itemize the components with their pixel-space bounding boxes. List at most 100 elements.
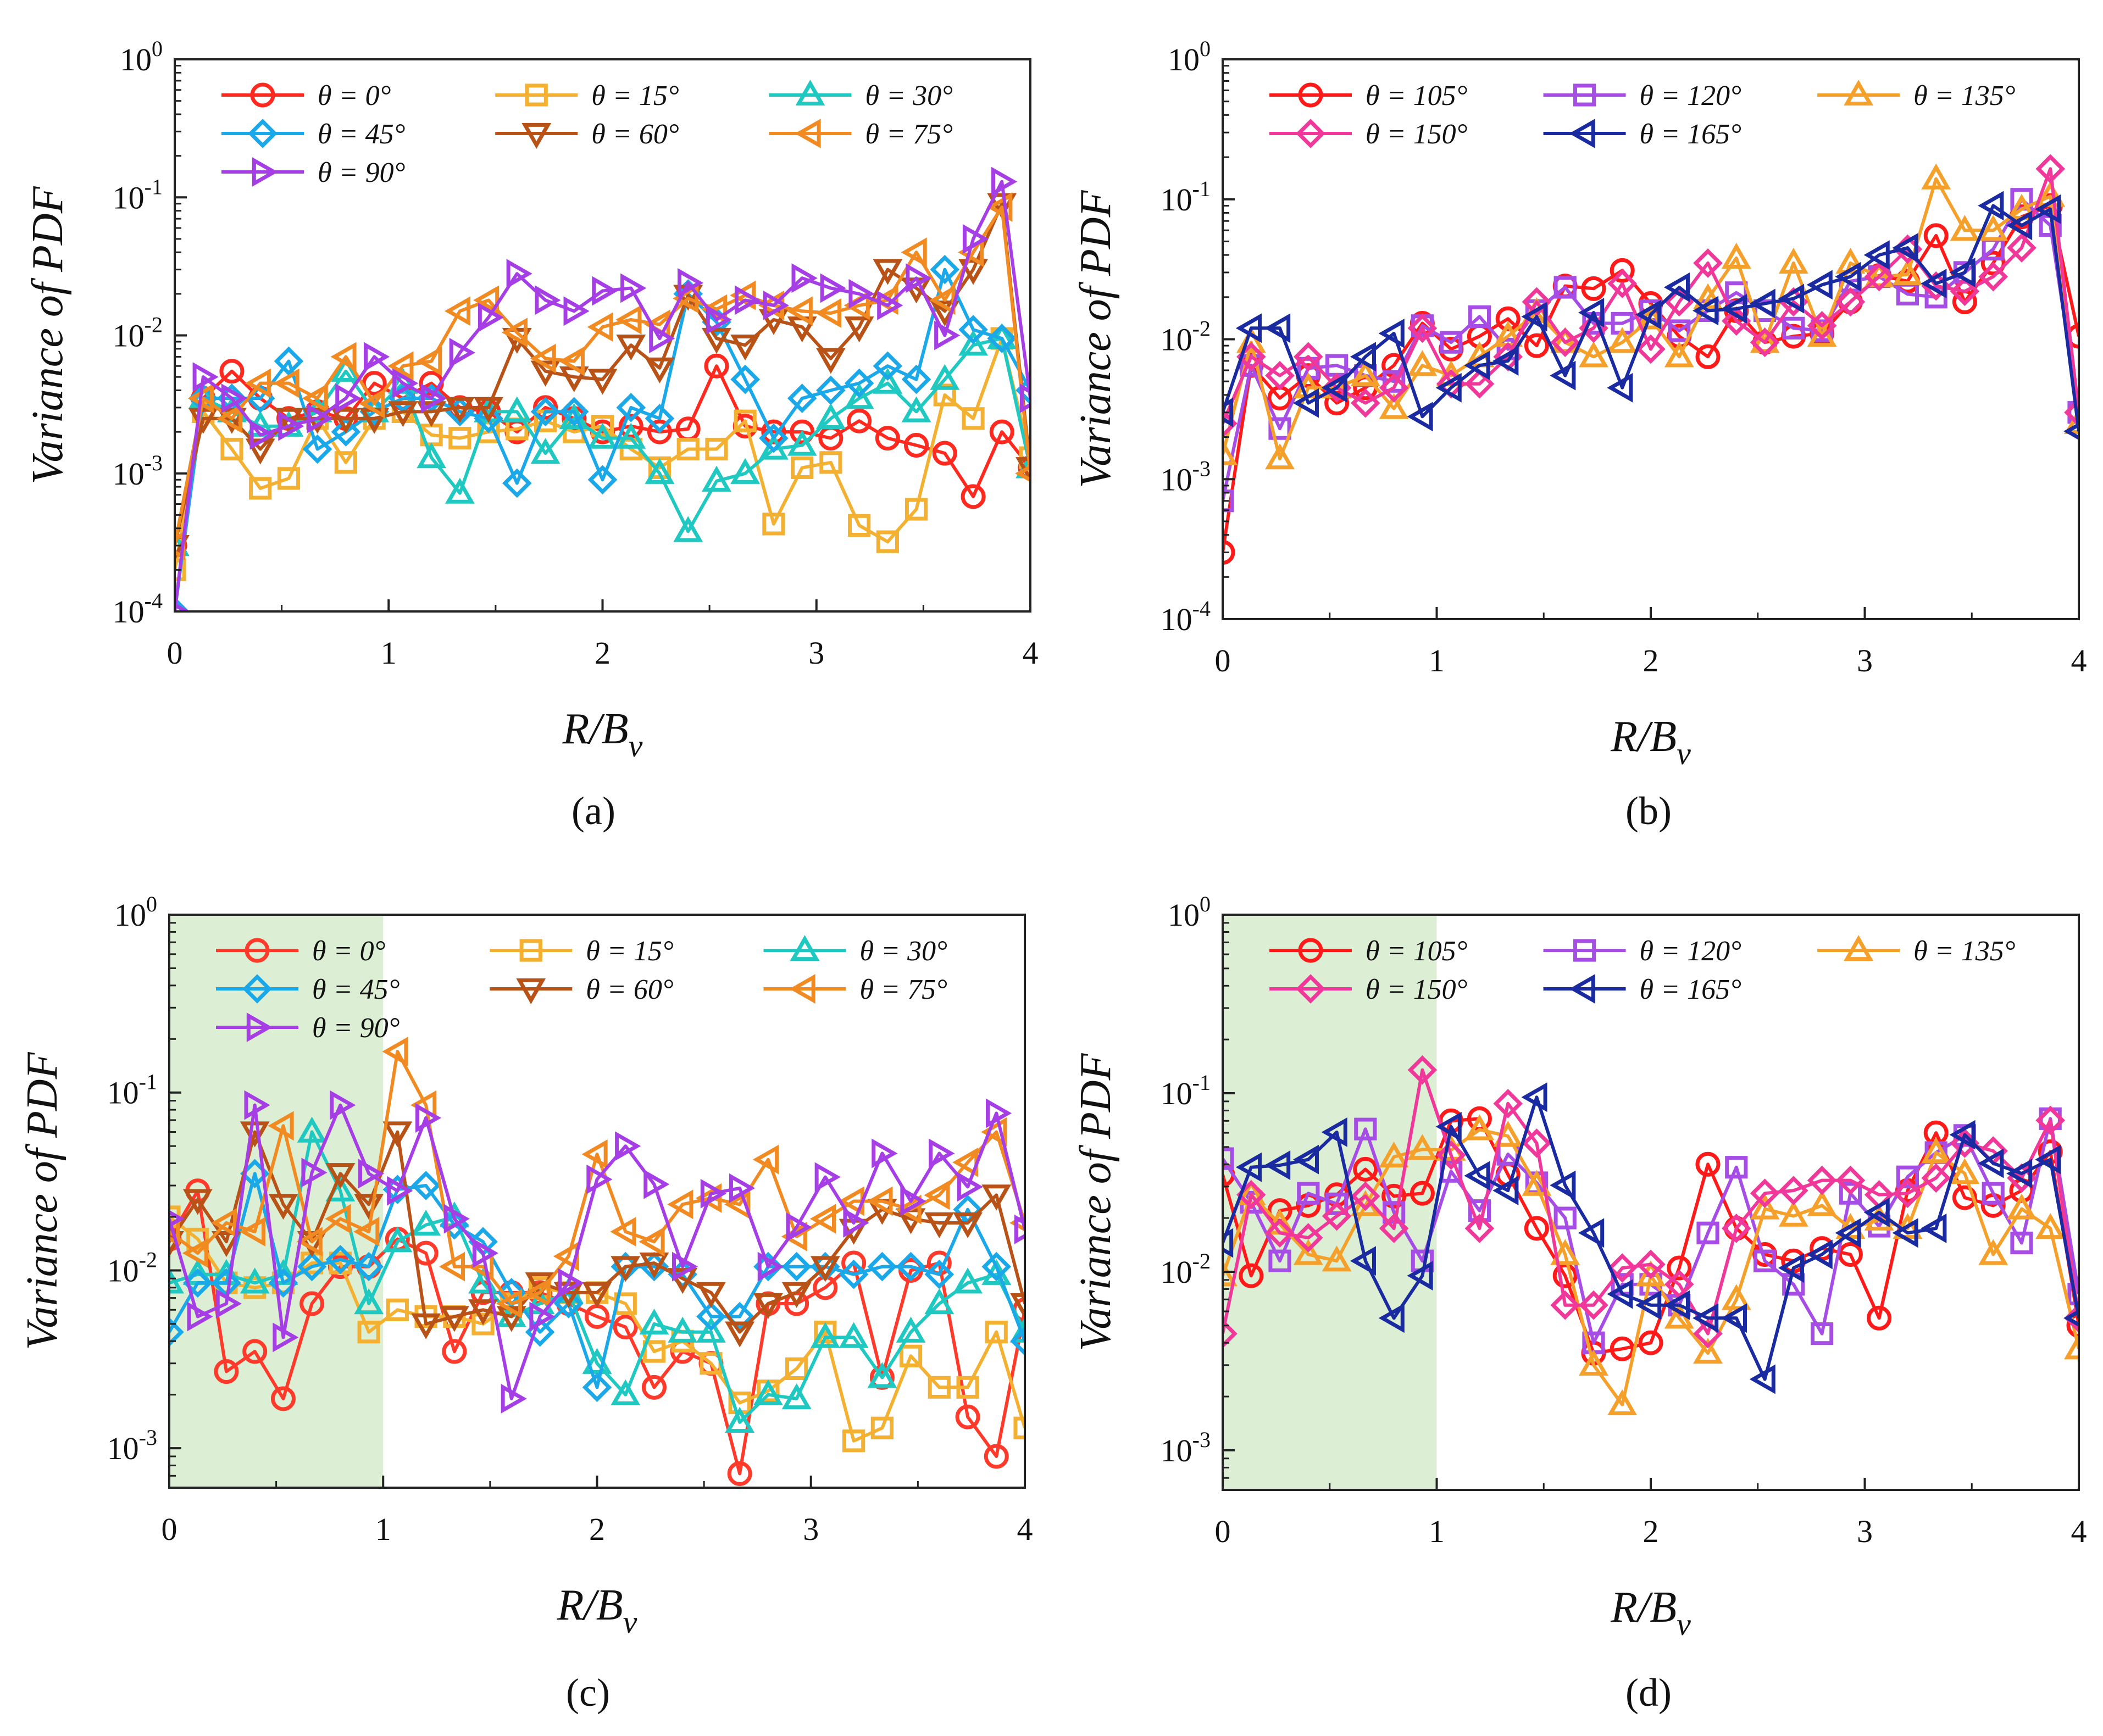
y-tick-label: 100 [114,892,157,933]
x-tick-label: 3 [808,635,824,671]
legend: θ = 0° θ = 15° θ = 30° θ = 45° θ = 60° θ = 75… [221,80,953,188]
series-135-deg-point [1236,1179,1266,1205]
series-60-deg-point [439,1306,469,1332]
legend-marker [790,935,820,961]
y-axis-title: Variance of PDF [18,1051,66,1350]
series-105-deg-point [1867,1305,1892,1331]
series-45-deg-point [896,1251,926,1282]
series-135-deg-point [1721,242,1751,269]
series-0-deg-point [904,432,929,458]
legend-item: θ = 165° [1543,974,1741,1005]
series-75-deg-point [815,298,842,328]
legend-item: θ = 90° [221,157,405,188]
series-120-deg-point [1468,1199,1491,1222]
series-15-deg-point [876,530,899,553]
series-30-deg-point [696,1316,726,1343]
series-15-deg-point [962,407,985,430]
series-30-deg-point [958,330,989,356]
series-90-deg-line [175,180,1030,611]
series-90-deg-point [729,1173,756,1203]
series-30-deg-point [815,403,846,429]
series-105-deg-point [1838,1242,1863,1267]
series-30-deg-point [753,1379,783,1405]
series-165-deg-point [1693,1303,1719,1333]
x-tick-label: 1 [381,635,397,671]
series-60-deg-point [175,535,190,561]
series-0-deg-point [761,419,786,444]
series-15-deg-point [762,513,785,536]
series-60-deg-point [182,1189,213,1215]
panel-label: (d) [1625,1671,1672,1715]
series-30-deg-point [445,477,475,504]
series-150-deg-point [1807,311,1837,341]
series-165-deg-point [1663,272,1690,302]
series-0-deg-point [641,1375,667,1400]
series-60-deg-point [815,348,846,374]
series-135-deg-point [1750,1193,1780,1220]
series-135-deg-point [2007,1193,2037,1220]
series-135-deg-point [1921,1137,1951,1164]
series-60-deg-point [388,401,418,427]
series-150-deg-point [1750,327,1780,357]
legend-item: θ = 30° [763,935,947,967]
x-tick-label: 4 [2071,643,2087,678]
series-90-deg-point [478,302,504,332]
series-90-deg-point [387,1176,413,1206]
series-15-deg-point [819,451,842,474]
series-90-deg-point [900,1186,926,1216]
series-30-deg-point [781,1383,812,1410]
legend-label: θ = 150° [1366,119,1467,150]
series-165-deg-point [1435,1111,1462,1142]
series-15-deg-point [734,409,757,432]
series-75-deg-point [639,1227,665,1257]
series-15-deg-point [357,1321,380,1344]
series-90-deg-point [420,383,447,413]
legend-item: θ = 105° [1269,936,1467,967]
series-165-deg-point [1607,372,1633,403]
series-165-deg-point [1550,360,1576,391]
series-135-deg-point [1807,1190,1837,1216]
series-0-deg-point [299,1291,325,1316]
series-45-deg-point [730,364,760,394]
y-axis-title: Variance of PDF [24,186,72,484]
series-30-deg-point [417,442,447,469]
series-group [169,1037,1025,1486]
series-90-deg-point [929,1138,955,1169]
series-30-deg-point [930,364,960,390]
legend-item: θ = 120° [1543,80,1741,112]
series-150-deg-point [1607,1253,1637,1283]
series-105-deg-point [1524,1216,1549,1241]
series-75-deg-point [444,296,471,326]
series-150-deg-point [1464,1214,1495,1243]
legend-marker [248,119,278,148]
series-45-deg-point [725,1301,754,1332]
series-150-deg-point [1921,1163,1951,1193]
series-75-deg-point [724,1189,751,1220]
chart-panel-1: 0 1 2 3 4 10-4 10-3 10-2 10-1 100 R/Bv Variance of … [24,36,1039,764]
series-120-deg-point [1297,1182,1320,1205]
y-tick-label: 10-3 [107,1425,157,1466]
series-15-deg-point [676,437,700,461]
series-45-deg-point [502,468,532,498]
series-90-deg-point [529,1301,556,1332]
series-150-deg-point [1379,1214,1409,1243]
legend-label: θ = 165° [1640,974,1741,1005]
series-165-deg-point [1464,350,1490,381]
series-75-deg-point [325,1204,351,1234]
series-60-deg-point [810,1256,840,1282]
legend-label: θ = 150° [1366,974,1467,1005]
legend-label: θ = 30° [865,80,952,112]
series-90-deg-point [192,362,219,392]
series-90-deg-point [449,337,475,368]
series-75-deg-point [1015,464,1030,482]
series-45-deg-point [867,1251,897,1282]
series-75-deg-point [524,1277,551,1307]
series-120-deg-point [1811,1322,1834,1345]
series-75-deg-point [696,1183,722,1213]
legend-item: θ = 135° [1817,935,2016,967]
series-30-deg-point [169,1267,184,1294]
series-15-deg-point [870,1416,894,1439]
series-150-deg-point [1550,1290,1580,1320]
series-75-deg-point [416,346,442,376]
series-135-deg-point [1379,393,1409,419]
